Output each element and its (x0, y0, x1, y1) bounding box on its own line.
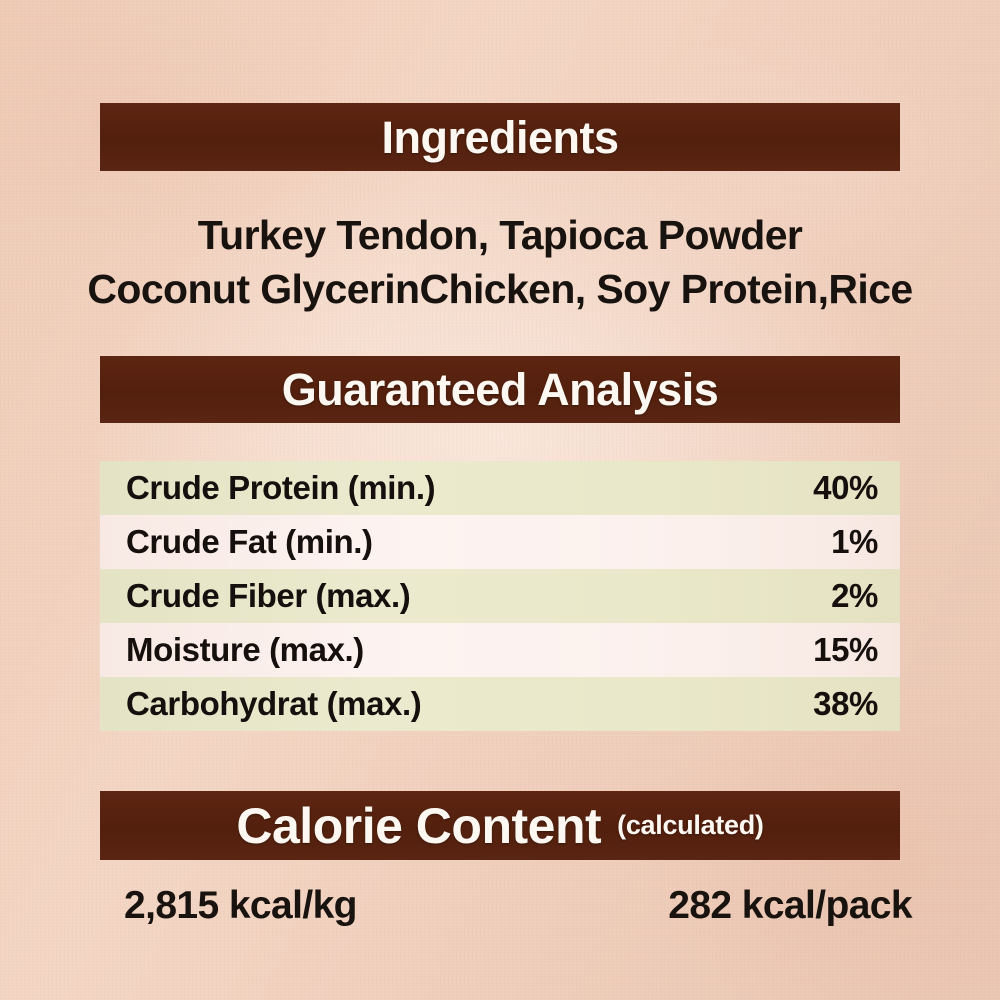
calorie-content-header-bar: Calorie Content (calculated) (100, 791, 900, 860)
analysis-nutrient-label: Crude Protein (min.) (126, 469, 436, 506)
analysis-nutrient-value: 38% (813, 685, 878, 722)
analysis-nutrient-label: Moisture (max.) (126, 631, 364, 668)
ingredients-line-1: Turkey Tendon, Tapioca Powder (197, 212, 803, 258)
analysis-nutrient-label: Crude Fat (min.) (126, 523, 373, 560)
guaranteed-analysis-header-bar: Guaranteed Analysis (100, 356, 900, 423)
ingredients-header-bar: Ingredients (100, 103, 900, 171)
table-row: Crude Fiber (max.) 2% (100, 569, 900, 623)
ingredients-line-2: Coconut GlycerinChicken, Soy Protein,Ric… (87, 266, 913, 312)
analysis-nutrient-label: Carbohydrat (max.) (126, 685, 422, 722)
table-row: Carbohydrat (max.) 38% (100, 677, 900, 731)
analysis-nutrient-value: 40% (813, 469, 878, 506)
calorie-per-kg-value: 2,815 kcal/kg (124, 884, 357, 927)
calorie-content-note: (calculated) (617, 810, 764, 840)
guaranteed-analysis-heading: Guaranteed Analysis (281, 364, 719, 415)
analysis-nutrient-value: 15% (813, 631, 878, 668)
analysis-nutrient-value: 2% (831, 577, 878, 614)
calorie-content-heading: Calorie Content (236, 797, 602, 854)
guaranteed-analysis-table: Crude Protein (min.) 40% Crude Fat (min.… (100, 461, 900, 731)
calorie-per-pack-value: 282 kcal/pack (668, 884, 912, 927)
table-row: Moisture (max.) 15% (100, 623, 900, 677)
table-row: Crude Protein (min.) 40% (100, 461, 900, 515)
analysis-nutrient-label: Crude Fiber (max.) (126, 577, 411, 614)
ingredients-list: Turkey Tendon, Tapioca Powder Coconut Gl… (30, 208, 970, 316)
analysis-nutrient-value: 1% (831, 523, 878, 560)
calorie-values-row: 2,815 kcal/kg 282 kcal/pack (100, 884, 920, 928)
table-row: Crude Fat (min.) 1% (100, 515, 900, 569)
ingredients-heading: Ingredients (381, 111, 619, 163)
